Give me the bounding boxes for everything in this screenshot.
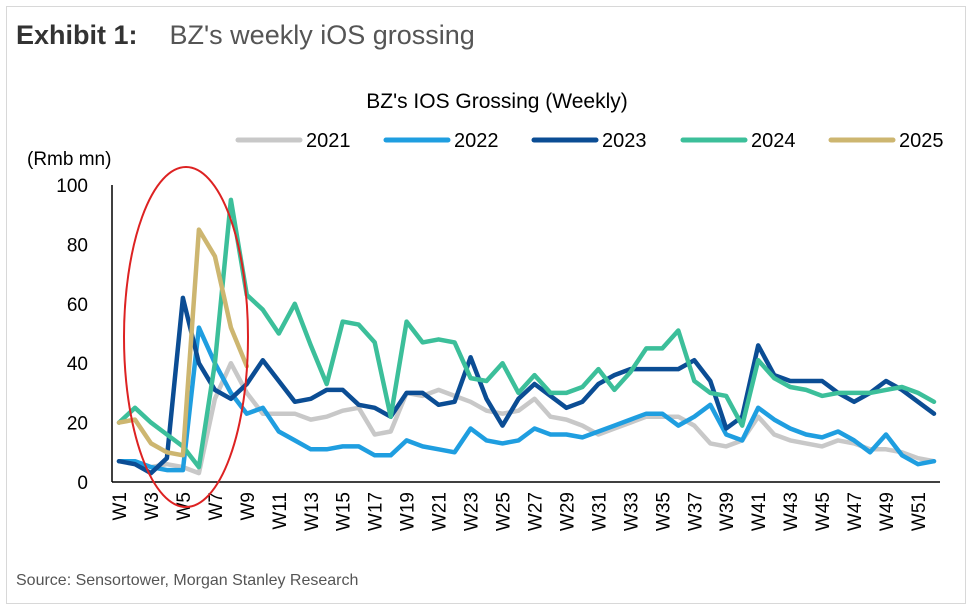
y-tick-label: 40 [67, 354, 88, 375]
x-tick-label: W1 [110, 492, 131, 521]
legend-label-2022: 2022 [454, 130, 499, 152]
exhibit-frame [6, 6, 966, 604]
x-tick-label: W23 [462, 492, 483, 531]
y-tick-label: 0 [77, 473, 88, 494]
chart-title: BZ's IOS Grossing (Weekly) [366, 90, 628, 113]
legend-label-2021: 2021 [306, 130, 351, 152]
x-tick-label: W11 [270, 492, 291, 530]
x-tick-label: W43 [781, 492, 802, 531]
exhibit-title: BZ's weekly iOS grossing [169, 20, 475, 50]
x-tick-label: W47 [845, 492, 866, 531]
x-tick-label: W45 [813, 492, 834, 531]
y-tick-label: 60 [67, 295, 88, 316]
y-axis-unit-label: (Rmb mn) [27, 149, 111, 170]
source-note: Source: Sensortower, Morgan Stanley Rese… [16, 572, 359, 589]
x-tick-label: W49 [877, 492, 898, 531]
x-tick-label: W9 [238, 492, 259, 521]
x-tick-label: W37 [685, 492, 706, 531]
series-lines [116, 197, 937, 476]
legend-label-2025: 2025 [899, 130, 944, 152]
x-tick-label: W25 [494, 492, 515, 531]
series-line-2025 [116, 227, 250, 458]
x-tick-label: W51 [909, 492, 930, 531]
x-tick-label: W7 [206, 492, 227, 521]
legend-label-2024: 2024 [751, 130, 796, 152]
series-line-2022 [116, 325, 937, 473]
legend: 2021 2022 2023 2024 2025 [235, 130, 944, 152]
highlight-ellipse [123, 166, 249, 508]
legend-label-2023: 2023 [602, 130, 647, 152]
x-tick-label: W3 [142, 492, 163, 521]
x-tick-label: W19 [398, 492, 419, 531]
series-line-2021 [116, 360, 937, 476]
x-tick-label: W33 [621, 492, 642, 531]
x-tick-label: W31 [589, 492, 610, 531]
x-tick-label: W21 [430, 492, 451, 531]
x-tick-label: W13 [302, 492, 323, 531]
x-tick-label: W17 [366, 492, 387, 531]
x-tick-label: W29 [557, 492, 578, 531]
y-tick-label: 20 [67, 414, 88, 435]
y-tick-label: 80 [67, 235, 88, 256]
series-line-2023 [116, 295, 937, 476]
exhibit-heading: Exhibit 1: BZ's weekly iOS grossing [16, 20, 475, 51]
x-tick-label: W39 [717, 492, 738, 531]
exhibit-label: Exhibit 1: [16, 20, 138, 50]
x-tick-label: W27 [525, 492, 546, 531]
x-tick-label: W41 [749, 492, 770, 531]
series-line-2024 [116, 197, 937, 470]
x-tick-label: W35 [653, 492, 674, 531]
x-tick-label: W15 [334, 492, 355, 531]
y-tick-label: 100 [56, 176, 88, 197]
